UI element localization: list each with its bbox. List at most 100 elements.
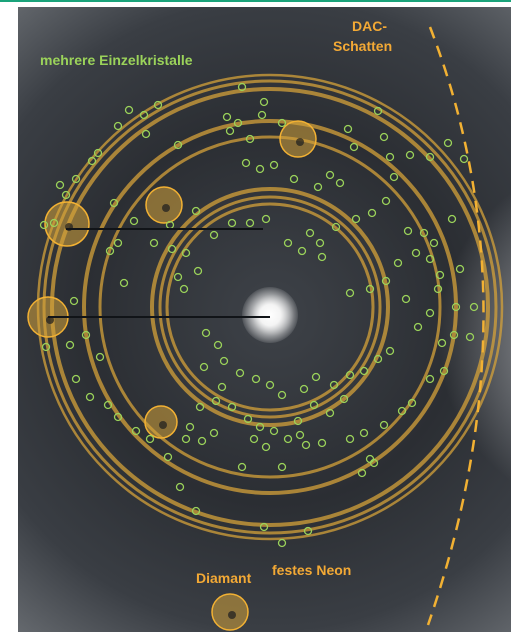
single-crystal-marker bbox=[109, 198, 119, 208]
single-crystal-marker bbox=[425, 374, 435, 384]
top-accent-rule bbox=[0, 0, 511, 2]
single-crystal-marker bbox=[385, 152, 395, 162]
single-crystal-marker bbox=[209, 428, 219, 438]
label-dac-shadow-2: Schatten bbox=[333, 38, 393, 54]
single-crystal-marker bbox=[255, 164, 265, 174]
single-crystal-marker bbox=[103, 400, 113, 410]
single-crystal-marker bbox=[277, 462, 287, 472]
single-crystal-marker bbox=[403, 226, 413, 236]
single-crystal-marker bbox=[251, 374, 261, 384]
single-crystal-marker bbox=[211, 396, 221, 406]
single-crystal-marker bbox=[343, 124, 353, 134]
single-crystal-marker bbox=[359, 428, 369, 438]
single-crystal-marker bbox=[209, 230, 219, 240]
single-crystal-marker bbox=[351, 214, 361, 224]
single-crystal-marker bbox=[401, 294, 411, 304]
single-crystal-marker bbox=[227, 402, 237, 412]
single-crystal-marker bbox=[213, 340, 223, 350]
single-crystal-marker bbox=[93, 148, 103, 158]
single-crystal-marker bbox=[393, 258, 403, 268]
reflection-core bbox=[228, 611, 236, 619]
single-crystal-marker bbox=[141, 129, 151, 139]
diffraction-image bbox=[18, 7, 511, 632]
dac-shadow-boundary bbox=[426, 26, 485, 626]
single-crystal-marker bbox=[265, 380, 275, 390]
single-crystal-marker bbox=[311, 372, 321, 382]
single-crystal-marker bbox=[105, 246, 115, 256]
reflection-core bbox=[296, 138, 304, 146]
single-crystal-marker bbox=[181, 248, 191, 258]
single-crystal-marker bbox=[309, 400, 319, 410]
single-crystal-marker bbox=[49, 218, 59, 228]
single-crystal-marker bbox=[245, 218, 255, 228]
single-crystal-marker bbox=[325, 170, 335, 180]
single-crystal-marker bbox=[145, 434, 155, 444]
primary-beam bbox=[242, 287, 298, 343]
single-crystal-marker bbox=[255, 422, 265, 432]
single-crystal-marker bbox=[41, 342, 51, 352]
single-crystal-marker bbox=[237, 82, 247, 92]
single-crystal-marker bbox=[469, 302, 479, 312]
single-crystal-marker bbox=[425, 308, 435, 318]
single-crystal-marker bbox=[345, 370, 355, 380]
single-crystal-marker bbox=[139, 110, 149, 120]
single-crystal-marker bbox=[381, 196, 391, 206]
single-crystal-marker bbox=[439, 366, 449, 376]
single-crystal-marker bbox=[163, 452, 173, 462]
single-crystal-marker bbox=[181, 434, 191, 444]
single-crystal-marker bbox=[379, 132, 389, 142]
single-crystal-marker bbox=[277, 538, 287, 548]
single-crystal-marker bbox=[345, 434, 355, 444]
single-crystal-marker bbox=[325, 408, 335, 418]
single-crystal-marker bbox=[373, 354, 383, 364]
single-crystal-markers bbox=[39, 82, 479, 548]
label-dac-shadow-1: DAC- bbox=[352, 18, 387, 34]
reflection-core bbox=[159, 421, 167, 429]
single-crystal-marker bbox=[283, 434, 293, 444]
single-crystal-marker bbox=[339, 394, 349, 404]
single-crystal-marker bbox=[385, 346, 395, 356]
single-crystal-marker bbox=[259, 97, 269, 107]
single-crystal-marker bbox=[365, 284, 375, 294]
label-diamond: Diamant bbox=[196, 570, 252, 586]
single-crystal-marker bbox=[243, 414, 253, 424]
single-crystal-marker bbox=[65, 340, 75, 350]
single-crystal-marker bbox=[277, 390, 287, 400]
single-crystal-marker bbox=[303, 526, 313, 536]
single-crystal-marker bbox=[129, 216, 139, 226]
single-crystal-marker bbox=[87, 156, 97, 166]
single-crystal-marker bbox=[295, 430, 305, 440]
single-crystal-marker bbox=[227, 218, 237, 228]
diffraction-ring bbox=[158, 195, 382, 419]
single-crystal-marker bbox=[195, 402, 205, 412]
single-crystal-marker bbox=[359, 366, 369, 376]
label-single-crystals: mehrere Einzelkristalle bbox=[40, 52, 193, 68]
single-crystal-marker bbox=[293, 416, 303, 426]
single-crystal-marker bbox=[237, 462, 247, 472]
single-crystal-marker bbox=[405, 150, 415, 160]
single-crystal-marker bbox=[407, 398, 417, 408]
single-crystal-marker bbox=[305, 228, 315, 238]
single-crystal-marker bbox=[269, 160, 279, 170]
single-crystal-marker bbox=[197, 436, 207, 446]
single-crystal-marker bbox=[113, 412, 123, 422]
label-solid-neon: festes Neon bbox=[272, 562, 352, 578]
single-crystal-marker bbox=[153, 100, 163, 110]
single-crystal-marker bbox=[185, 422, 195, 432]
single-crystal-marker bbox=[367, 208, 377, 218]
single-crystal-marker bbox=[179, 284, 189, 294]
single-crystal-marker bbox=[113, 121, 123, 131]
diffraction-ring bbox=[98, 135, 442, 479]
single-crystal-marker bbox=[259, 522, 269, 532]
single-crystal-marker bbox=[331, 222, 341, 232]
single-crystal-marker bbox=[455, 264, 465, 274]
single-crystal-marker bbox=[225, 126, 235, 136]
single-crystal-marker bbox=[124, 105, 134, 115]
diffraction-ring bbox=[165, 202, 375, 412]
single-crystal-marker bbox=[301, 440, 311, 450]
single-crystal-marker bbox=[39, 220, 49, 230]
single-crystal-marker bbox=[413, 322, 423, 332]
single-crystal-marker bbox=[379, 420, 389, 430]
single-crystal-marker bbox=[317, 438, 327, 448]
single-crystal-marker bbox=[369, 458, 379, 468]
